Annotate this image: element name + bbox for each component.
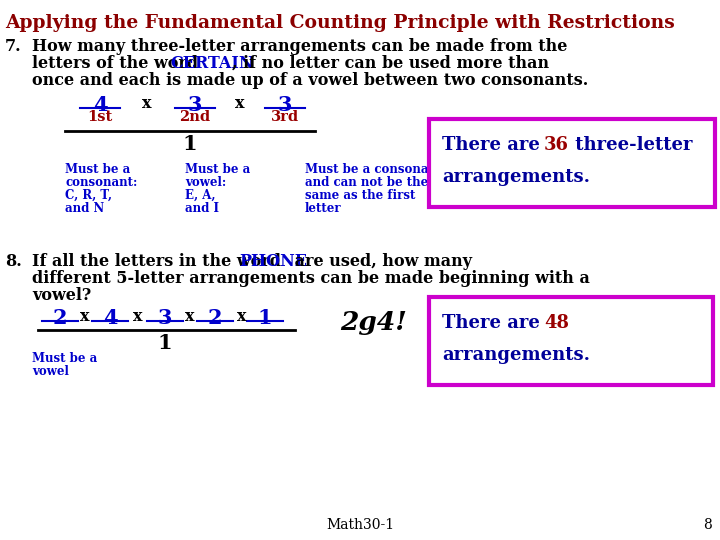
Text: 1: 1 xyxy=(183,134,197,154)
Text: x: x xyxy=(185,308,194,325)
Text: and I: and I xyxy=(185,202,219,215)
Text: once and each is made up of a vowel between two consonants.: once and each is made up of a vowel betw… xyxy=(32,72,588,89)
Text: 2: 2 xyxy=(207,308,222,328)
Text: arrangements.: arrangements. xyxy=(442,168,590,186)
Text: and N: and N xyxy=(65,202,104,215)
Text: are used, how many: are used, how many xyxy=(289,253,472,270)
Text: PHONE: PHONE xyxy=(239,253,307,270)
Text: 2: 2 xyxy=(53,308,67,328)
Text: 1: 1 xyxy=(158,333,172,353)
Text: consonant:: consonant: xyxy=(65,176,138,189)
Text: Applying the Fundamental Counting Principle with Restrictions: Applying the Fundamental Counting Princi… xyxy=(5,14,675,32)
Text: 7.: 7. xyxy=(5,38,22,55)
Text: 3: 3 xyxy=(278,95,292,115)
Text: Math30-1: Math30-1 xyxy=(326,518,394,532)
Text: 8.: 8. xyxy=(5,253,22,270)
Text: , if no letter can be used more than: , if no letter can be used more than xyxy=(232,55,549,72)
Text: Must be a: Must be a xyxy=(32,352,97,365)
Text: different 5-letter arrangements can be made beginning with a: different 5-letter arrangements can be m… xyxy=(32,270,590,287)
Text: same as the first: same as the first xyxy=(305,189,415,202)
Text: 3: 3 xyxy=(188,95,202,115)
Text: x: x xyxy=(235,95,245,112)
Text: CERTAIN: CERTAIN xyxy=(170,55,253,72)
Text: vowel: vowel xyxy=(32,365,69,378)
Text: There are: There are xyxy=(442,314,546,332)
Text: and can not be the: and can not be the xyxy=(305,176,428,189)
Text: Must be a: Must be a xyxy=(185,163,251,176)
Text: x: x xyxy=(238,308,247,325)
Text: 3: 3 xyxy=(158,308,172,328)
Text: 1st: 1st xyxy=(87,110,112,124)
Text: There are: There are xyxy=(442,136,546,154)
Text: x: x xyxy=(143,95,152,112)
Text: C, R, T,: C, R, T, xyxy=(65,189,112,202)
Text: letter: letter xyxy=(305,202,341,215)
Text: 1: 1 xyxy=(258,308,272,328)
Text: vowel?: vowel? xyxy=(32,287,91,304)
Text: Must be a consonant: Must be a consonant xyxy=(305,163,442,176)
FancyBboxPatch shape xyxy=(429,297,713,385)
Text: Must be a: Must be a xyxy=(65,163,130,176)
Text: 8: 8 xyxy=(703,518,712,532)
FancyBboxPatch shape xyxy=(429,119,715,207)
Text: How many three-letter arrangements can be made from the: How many three-letter arrangements can b… xyxy=(32,38,567,55)
Text: x: x xyxy=(133,308,143,325)
Text: three-letter: three-letter xyxy=(569,136,693,154)
Text: x: x xyxy=(80,308,90,325)
Text: 36: 36 xyxy=(544,136,569,154)
Text: 48: 48 xyxy=(544,314,569,332)
Text: vowel:: vowel: xyxy=(185,176,226,189)
Text: E, A,: E, A, xyxy=(185,189,215,202)
Text: 4: 4 xyxy=(103,308,117,328)
Text: If all the letters in the word: If all the letters in the word xyxy=(32,253,287,270)
Text: arrangements.: arrangements. xyxy=(442,346,590,364)
Text: 3rd: 3rd xyxy=(271,110,299,124)
Text: letters of the word: letters of the word xyxy=(32,55,204,72)
Text: 4: 4 xyxy=(93,95,107,115)
Text: 2g4!: 2g4! xyxy=(340,310,407,335)
Text: 2nd: 2nd xyxy=(179,110,210,124)
